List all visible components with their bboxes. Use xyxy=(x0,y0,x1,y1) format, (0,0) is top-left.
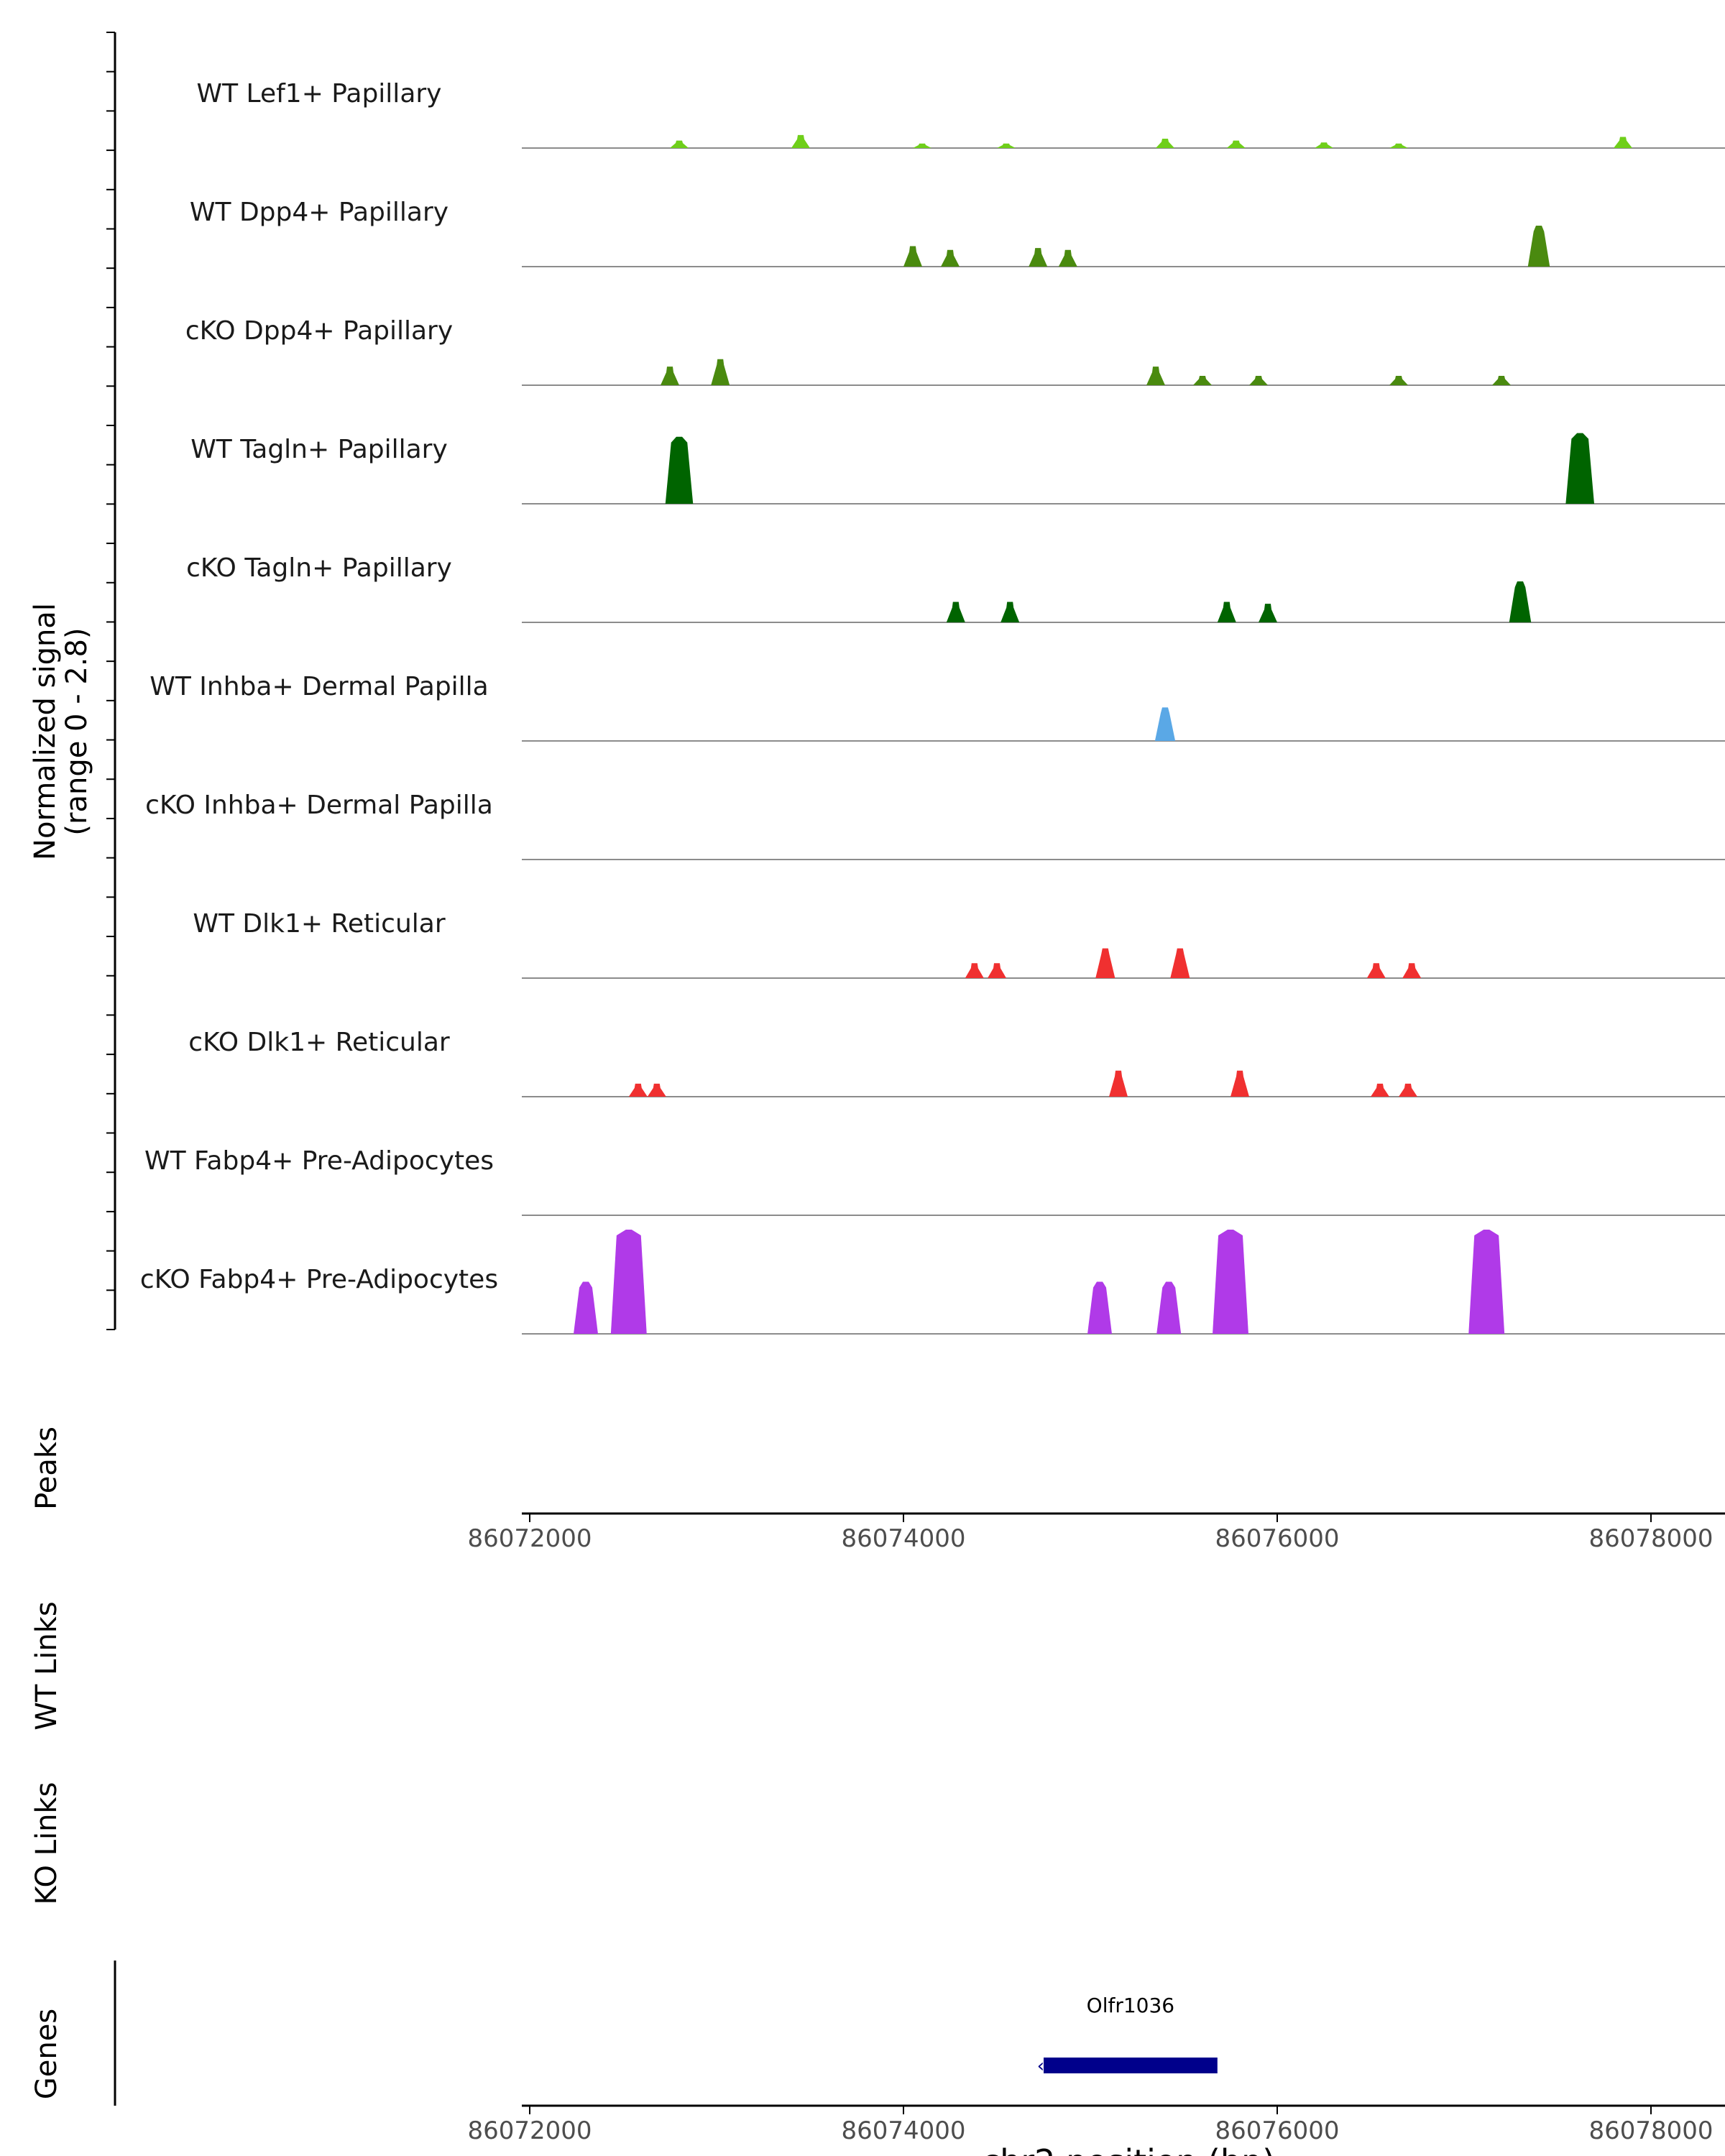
signal-y-axis xyxy=(106,32,116,1330)
coverage-peak xyxy=(1468,1230,1505,1334)
coverage-peak xyxy=(1146,367,1165,385)
track-10: WT Fabp4+ Pre-Adipocytes xyxy=(144,1146,1725,1216)
x-tick-label: 86076000 xyxy=(1215,1524,1339,1553)
track-label: cKO Dpp4+ Papillary xyxy=(185,316,453,346)
coverage-peak xyxy=(1095,948,1116,978)
coverage-peak xyxy=(941,249,960,267)
gene-annotation-track: ‹ Olfr1036 xyxy=(1037,1994,1218,2077)
coverage-peak xyxy=(1170,948,1190,978)
track-label: cKO Inhba+ Dermal Papilla xyxy=(145,791,493,820)
x-tick-label: 86072000 xyxy=(467,1524,592,1553)
track-7: cKO Inhba+ Dermal Papilla xyxy=(145,791,1725,860)
coverage-peak xyxy=(1249,376,1268,385)
track-label: WT Tagln+ Papillary xyxy=(190,435,448,464)
signal-ylabel-line2: (range 0 - 2.8) xyxy=(60,627,93,835)
coverage-peak xyxy=(610,1230,647,1334)
track-label: WT Dlk1+ Reticular xyxy=(193,909,445,939)
coverage-peak xyxy=(997,143,1016,148)
coverage-peak xyxy=(1154,707,1176,741)
coverage-peak xyxy=(903,246,922,267)
coverage-peak xyxy=(1371,1083,1389,1097)
coverage-peak xyxy=(1614,137,1632,148)
coverage-peak xyxy=(1156,139,1174,148)
gene-strand-arrow: ‹ xyxy=(1037,2055,1044,2077)
genes-label: Genes xyxy=(30,2009,63,2099)
x-axis-top: 86072000 86074000 86076000 86078000 xyxy=(467,1512,1725,1553)
x-tick-label: 86074000 xyxy=(841,2116,965,2145)
coverage-tracks: WT Lef1+ Papillary WT Dpp4+ Papillary cKO … xyxy=(140,79,1725,1335)
coverage-peak xyxy=(1492,376,1511,385)
coverage-peak xyxy=(1029,248,1048,267)
ko-links-label: KO Links xyxy=(30,1782,63,1905)
coverage-peak xyxy=(946,602,965,622)
track-label: WT Dpp4+ Papillary xyxy=(190,198,448,227)
x-tick-label: 86078000 xyxy=(1588,1524,1713,1553)
track-9: cKO Dlk1+ Reticular xyxy=(188,1028,1725,1097)
track-label: WT Fabp4+ Pre-Adipocytes xyxy=(144,1146,494,1176)
track-8: WT Dlk1+ Reticular xyxy=(193,909,1725,979)
peaks-label: Peaks xyxy=(30,1427,63,1510)
coverage-peak xyxy=(1109,1070,1128,1097)
coverage-peak xyxy=(1509,581,1532,622)
coverage-peak xyxy=(1213,1230,1248,1334)
coverage-peak xyxy=(1389,376,1408,385)
track-11: cKO Fabp4+ Pre-Adipocytes xyxy=(140,1230,1725,1335)
coverage-peak xyxy=(1193,376,1212,385)
coverage-peak xyxy=(1217,602,1236,622)
track-1: WT Lef1+ Papillary xyxy=(197,79,1725,149)
x-axis-bottom: 86072000 86074000 86076000 86078000 xyxy=(467,2104,1725,2145)
track-label: cKO Fabp4+ Pre-Adipocytes xyxy=(140,1265,498,1294)
signal-ylabel-line1: Normalized signal xyxy=(29,603,62,860)
track-3: cKO Dpp4+ Papillary xyxy=(185,316,1725,386)
coverage-peak xyxy=(647,1083,666,1097)
coverage-peak xyxy=(670,140,689,148)
coverage-peak xyxy=(628,1083,648,1097)
track-label: cKO Dlk1+ Reticular xyxy=(188,1028,450,1057)
coverage-peak xyxy=(1058,249,1077,267)
coverage-peak xyxy=(574,1281,598,1334)
coverage-peak xyxy=(913,143,932,148)
coverage-peak xyxy=(1156,1281,1182,1334)
track-5: cKO Tagln+ Papillary xyxy=(186,553,1725,623)
coverage-peak xyxy=(1389,143,1408,148)
coverage-peak xyxy=(1402,963,1422,978)
coverage-peak xyxy=(1315,142,1333,148)
gene-name-label: Olfr1036 xyxy=(1087,1994,1174,2017)
coverage-peak xyxy=(988,963,1006,978)
coverage-peak xyxy=(1366,963,1386,978)
x-tick-label: 86076000 xyxy=(1215,2116,1339,2145)
x-axis-title: chr2 position (bp) xyxy=(982,2142,1275,2156)
coverage-peak xyxy=(1230,1070,1249,1097)
coverage-peak xyxy=(1226,140,1246,148)
coverage-peak xyxy=(1259,604,1277,622)
track-label: WT Lef1+ Papillary xyxy=(197,79,442,109)
coverage-peak xyxy=(711,359,730,385)
coverage-peak xyxy=(965,963,984,978)
coverage-peak xyxy=(665,436,694,504)
wt-links-label: WT Links xyxy=(30,1601,63,1730)
coverage-peak xyxy=(1087,1281,1112,1334)
coverage-peak xyxy=(1000,602,1020,622)
gene-exon xyxy=(1044,2058,1218,2073)
x-tick-label: 86078000 xyxy=(1588,2116,1713,2145)
coverage-peak xyxy=(1399,1083,1417,1097)
track-4: WT Tagln+ Papillary xyxy=(190,433,1725,505)
coverage-peak xyxy=(791,134,810,148)
track-label: cKO Tagln+ Papillary xyxy=(186,553,452,583)
x-tick-label: 86074000 xyxy=(841,1524,965,1553)
coverage-peak xyxy=(1527,226,1550,267)
track-6: WT Inhba+ Dermal Papilla xyxy=(150,672,1725,742)
x-tick-label: 86072000 xyxy=(467,2116,592,2145)
coverage-peak xyxy=(661,367,679,385)
track-2: WT Dpp4+ Papillary xyxy=(190,198,1725,267)
track-label: WT Inhba+ Dermal Papilla xyxy=(150,672,488,701)
coverage-peak xyxy=(1565,433,1595,504)
